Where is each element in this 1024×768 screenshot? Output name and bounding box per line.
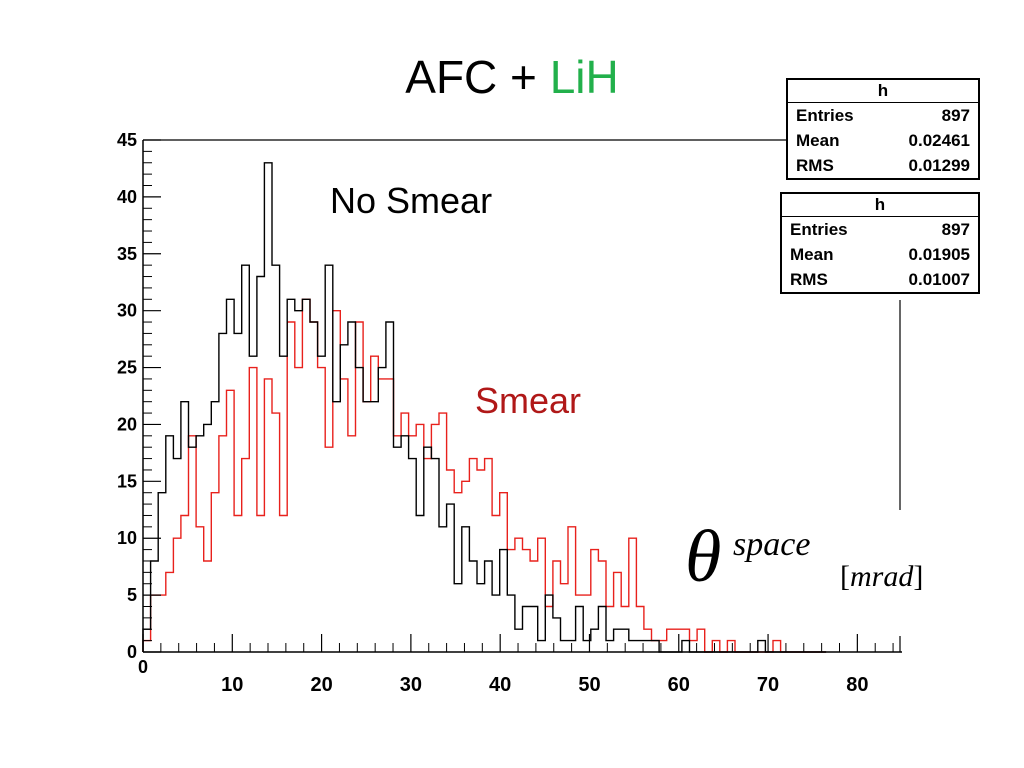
- y-tick-label: 10: [117, 528, 137, 548]
- stat-label: Entries: [796, 106, 854, 125]
- x-tick-label: 0: [138, 657, 148, 677]
- y-tick-label: 25: [117, 358, 137, 378]
- stat-box-title: h: [782, 194, 978, 217]
- x-tick-label: 70: [757, 674, 779, 696]
- y-tick-label: 30: [117, 301, 137, 321]
- unit-text: mrad: [850, 560, 914, 593]
- x-tick-label: 50: [578, 674, 600, 696]
- chart-title: AFC + LiH: [0, 50, 1024, 104]
- stat-value: 897: [941, 106, 970, 125]
- x-tick-label: 80: [846, 674, 868, 696]
- title-prefix: AFC +: [405, 51, 550, 103]
- stat-label: Mean: [796, 131, 840, 150]
- stat-box-smear: h Entries 897 Mean 0.01905 RMS 0.01007: [780, 192, 980, 294]
- stat-row-entries: Entries 897: [782, 217, 978, 242]
- stat-value: 0.01299: [908, 156, 970, 175]
- no-smear-label: No Smear: [330, 180, 493, 221]
- x-tick-label: 60: [668, 674, 690, 696]
- stat-row-mean: Mean 0.02461: [788, 128, 978, 153]
- x-tick-label: 30: [400, 674, 422, 696]
- title-highlight: LiH: [549, 51, 619, 103]
- y-tick-label: 35: [117, 244, 137, 264]
- y-tick-label: 45: [117, 130, 137, 150]
- stat-label: Entries: [790, 220, 848, 239]
- stat-value: 897: [941, 220, 970, 239]
- stat-value: 0.01007: [908, 270, 970, 289]
- stat-row-rms: RMS 0.01007: [782, 267, 978, 292]
- unit-close: ]: [913, 560, 924, 593]
- x-tick-label: 20: [310, 674, 332, 696]
- y-tick-label: 40: [117, 187, 137, 207]
- y-tick-label: 0: [127, 642, 137, 662]
- y-tick-label: 15: [117, 471, 137, 491]
- smear-label: Smear: [475, 380, 582, 421]
- unit-label: [mrad]: [840, 560, 923, 594]
- y-tick-label: 20: [117, 414, 137, 434]
- x-tick-label: 40: [489, 674, 511, 696]
- stat-row-rms: RMS 0.01299: [788, 153, 978, 178]
- theta-superscript: space: [733, 526, 811, 563]
- stat-box-title: h: [788, 80, 978, 103]
- y-tick-label: 5: [127, 585, 137, 605]
- stat-box-no-smear: h Entries 897 Mean 0.02461 RMS 0.01299: [786, 78, 980, 180]
- x-tick-label: 10: [221, 674, 243, 696]
- stat-value: 0.02461: [908, 131, 970, 150]
- stat-label: RMS: [796, 156, 834, 175]
- stat-value: 0.01905: [908, 245, 970, 264]
- stat-label: RMS: [790, 270, 828, 289]
- axis-layer: 0 5 10 15 20 25 30 35 40 45 0 10 20 30 40 50 60 70 80: [117, 130, 902, 696]
- stat-row-mean: Mean 0.01905: [782, 242, 978, 267]
- unit-open: [: [840, 560, 850, 593]
- theta-symbol: θ: [685, 516, 722, 598]
- stat-label: Mean: [790, 245, 834, 264]
- smear-histogram: [142, 298, 827, 653]
- stat-row-entries: Entries 897: [788, 103, 978, 128]
